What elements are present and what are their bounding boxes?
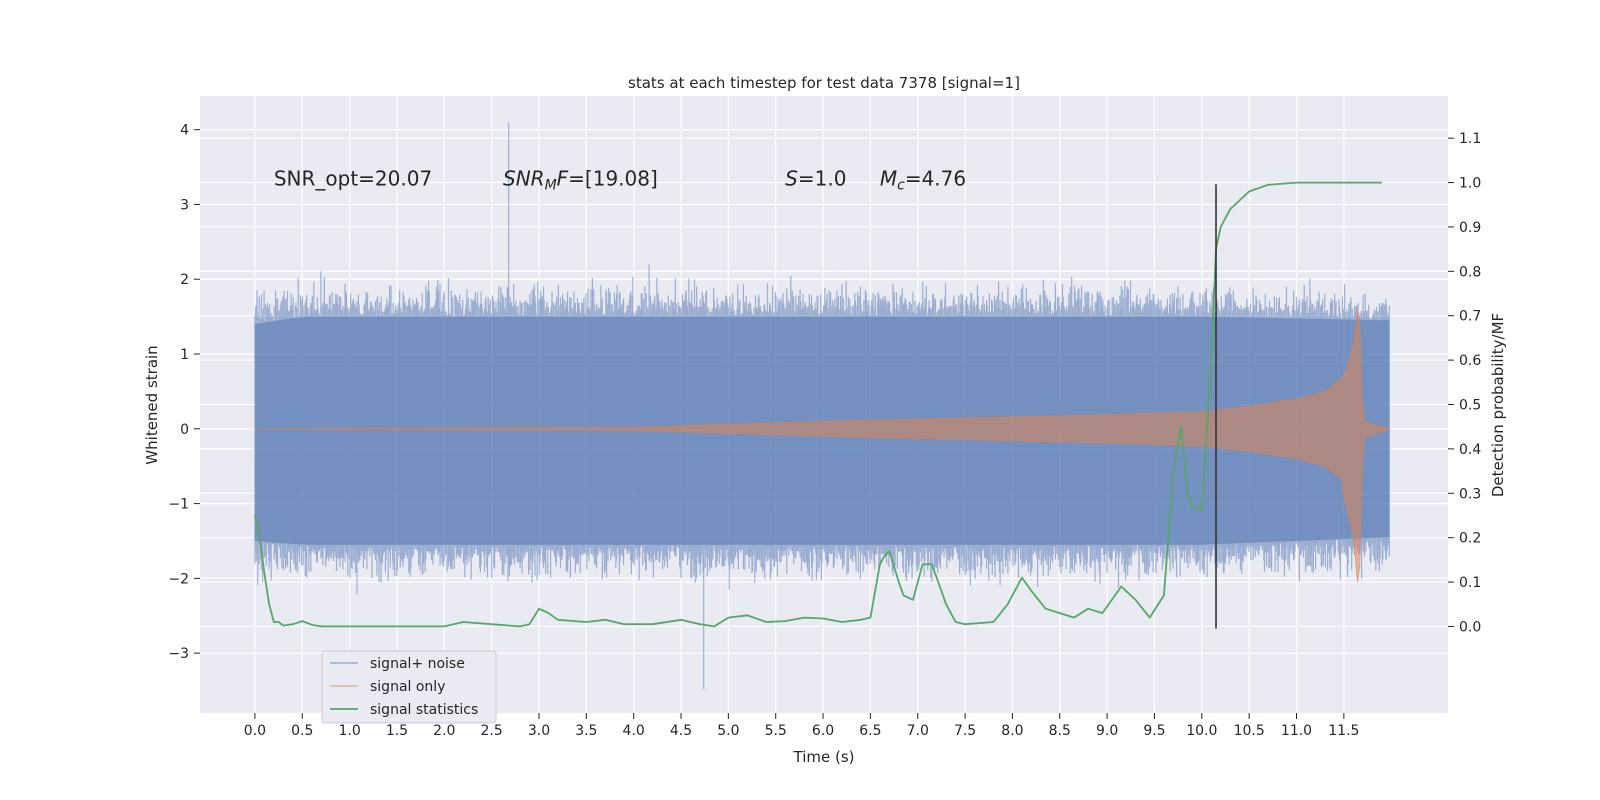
y-left-tick-label-5: 2 <box>180 272 189 288</box>
legend: signal+ noise signal only signal statist… <box>321 650 497 724</box>
series-layer <box>254 122 1392 690</box>
x-tick-label-12: 6.0 <box>812 723 834 739</box>
y-left-tick-label-6: 3 <box>180 197 189 213</box>
y-left-ticks: −3 −2 −1 0 1 2 3 4 <box>168 123 200 662</box>
legend-label-stats: signal statistics <box>370 702 478 718</box>
annotation-mc-value: Mc=4.76 <box>880 166 966 193</box>
x-axis-label: Time (s) <box>793 748 855 766</box>
y-right-tick-label-9: 0.9 <box>1459 220 1481 236</box>
x-tick-label-23: 11.5 <box>1328 723 1359 739</box>
y-right-tick-label-0: 0.0 <box>1459 619 1481 635</box>
y-right-tick-label-8: 0.8 <box>1459 264 1481 280</box>
series-signal-only <box>254 310 1392 583</box>
x-tick-label-2: 1.0 <box>338 723 360 739</box>
series-signal-statistics <box>254 181 1382 628</box>
y-left-tick-label-3: 0 <box>180 422 189 438</box>
y-left-tick-label-2: −1 <box>168 497 189 513</box>
y-right-tick-label-3: 0.3 <box>1459 486 1481 502</box>
y-axis-label-left: Whitened strain <box>143 345 161 464</box>
legend-box <box>321 650 497 724</box>
x-tick-label-16: 8.0 <box>1001 723 1023 739</box>
y-right-tick-label-6: 0.6 <box>1459 353 1481 369</box>
x-ticks: 0.0 0.5 1.0 1.5 2.0 2.5 3.0 3.5 4.0 4.5 5.0 5.5 6.0 6… <box>244 713 1359 739</box>
y-right-tick-label-2: 0.2 <box>1459 531 1481 547</box>
y-left-tick-label-0: −3 <box>168 646 189 662</box>
x-tick-label-9: 4.5 <box>670 723 692 739</box>
x-tick-label-3: 1.5 <box>386 723 408 739</box>
x-tick-label-8: 4.0 <box>623 723 645 739</box>
x-tick-label-13: 6.5 <box>859 723 881 739</box>
x-tick-label-5: 2.5 <box>481 723 503 739</box>
x-tick-label-22: 11.0 <box>1281 723 1312 739</box>
legend-label-noise: signal+ noise <box>370 656 465 672</box>
legend-label-signal: signal only <box>370 679 445 695</box>
x-tick-label-17: 8.5 <box>1049 723 1071 739</box>
y-axis-label-right: Detection probability/MF <box>1489 313 1507 497</box>
annotation-s-value: S=1.0 <box>785 166 846 190</box>
x-tick-label-6: 3.0 <box>528 723 550 739</box>
y-left-tick-label-1: −2 <box>168 571 189 587</box>
y-right-tick-label-11: 1.1 <box>1459 131 1481 147</box>
x-tick-label-1: 0.5 <box>291 723 313 739</box>
y-left-tick-label-7: 4 <box>180 123 189 139</box>
x-tick-label-18: 9.0 <box>1096 723 1118 739</box>
x-tick-label-0: 0.0 <box>244 723 266 739</box>
y-right-tick-label-5: 0.5 <box>1459 398 1481 414</box>
x-tick-label-21: 10.5 <box>1234 723 1265 739</box>
annotation-snr-mf: SNRMF=[19.08] <box>503 166 658 193</box>
y-left-tick-label-4: 1 <box>180 347 189 363</box>
x-tick-label-15: 7.5 <box>954 723 976 739</box>
x-tick-label-11: 5.5 <box>765 723 787 739</box>
y-right-ticks: 0.0 0.1 0.2 0.3 0.4 0.5 0.6 0.7 0.8 0.9 1.0 1.1 <box>1448 131 1481 635</box>
y-right-tick-label-4: 0.4 <box>1459 442 1481 458</box>
annotation-snr-opt: SNR_opt=20.07 <box>274 166 432 190</box>
x-tick-label-4: 2.0 <box>433 723 455 739</box>
y-right-tick-label-10: 1.0 <box>1459 176 1481 192</box>
y-right-tick-label-7: 0.7 <box>1459 309 1481 325</box>
x-tick-label-14: 7.0 <box>907 723 929 739</box>
x-tick-label-10: 5.0 <box>717 723 739 739</box>
chart-title: stats at each timestep for test data 737… <box>628 74 1020 92</box>
x-tick-label-20: 10.0 <box>1186 723 1217 739</box>
annotations: SNR_opt=20.07 SNRMF=[19.08] S=1.0 Mc=4.76 <box>274 166 966 193</box>
y-right-tick-label-1: 0.1 <box>1459 575 1481 591</box>
x-tick-label-19: 9.5 <box>1143 723 1165 739</box>
x-tick-label-7: 3.5 <box>575 723 597 739</box>
